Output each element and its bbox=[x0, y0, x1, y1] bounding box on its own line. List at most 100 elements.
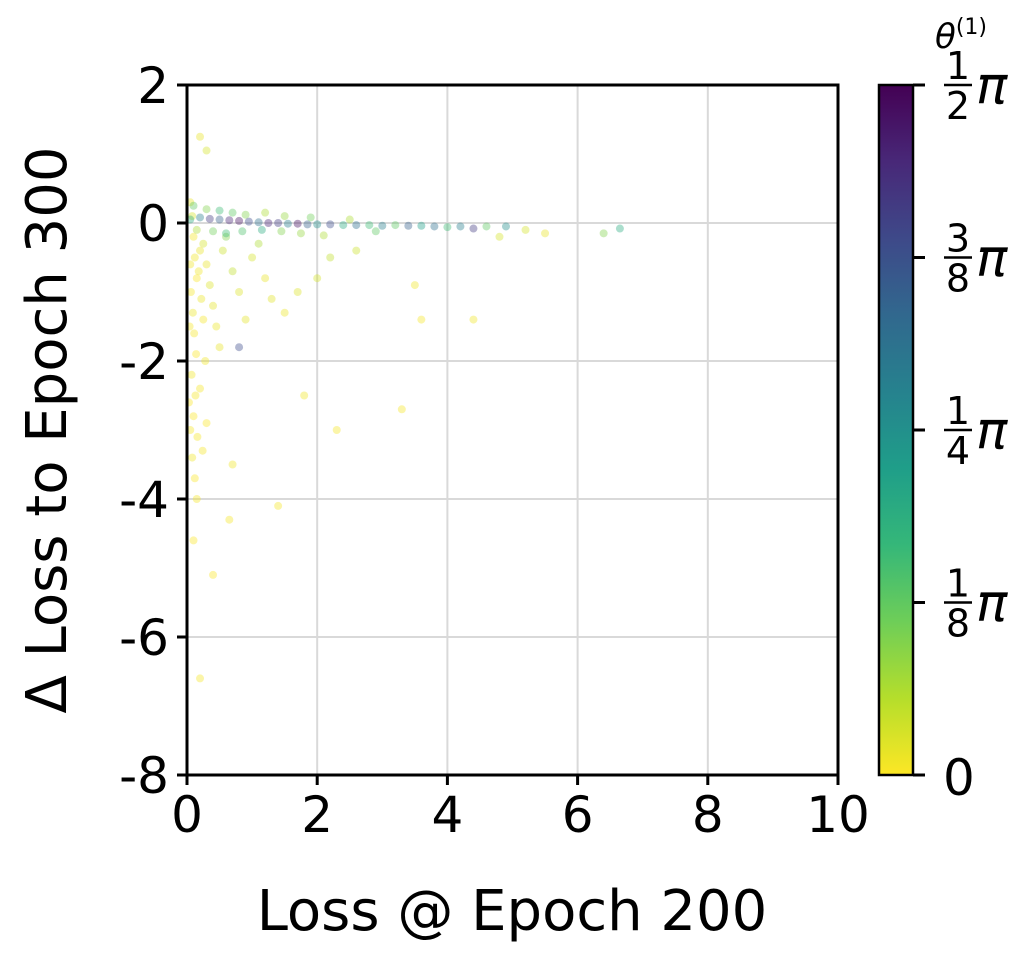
colorbar-tick-numerator: 1 bbox=[946, 562, 970, 606]
scatter-point bbox=[615, 224, 624, 233]
colorbar-tick-numerator: 1 bbox=[946, 44, 970, 88]
plot-frame bbox=[185, 83, 840, 777]
y-tick-label: 0 bbox=[137, 195, 169, 253]
scatter-point bbox=[293, 288, 302, 296]
scatter-point bbox=[191, 391, 200, 400]
colorbar-gradient bbox=[877, 83, 915, 777]
scatter-point bbox=[417, 315, 426, 324]
colorbar-tick-pi-symbol: π bbox=[976, 574, 1008, 634]
y-tick-label: 2 bbox=[137, 57, 169, 115]
scatter-point bbox=[202, 146, 211, 155]
scatter-point bbox=[326, 220, 335, 229]
colorbar-tick-denominator: 8 bbox=[946, 602, 970, 646]
scatter-point bbox=[222, 232, 231, 241]
scatter-point bbox=[319, 231, 328, 240]
scatter-point bbox=[264, 219, 273, 227]
scatter-point bbox=[190, 329, 199, 338]
scatter-point bbox=[267, 294, 276, 303]
scatter-point bbox=[280, 212, 289, 221]
scatter-point bbox=[225, 216, 234, 225]
scatter-point bbox=[521, 225, 530, 234]
scatter-point bbox=[209, 570, 218, 579]
y-tick-label: -8 bbox=[119, 747, 169, 805]
scatter-point bbox=[228, 208, 237, 217]
scatter-point bbox=[397, 405, 406, 414]
scatter-point bbox=[241, 210, 250, 219]
scatter-point bbox=[209, 227, 218, 236]
colorbar-tick-pi-symbol: π bbox=[976, 229, 1008, 289]
scatter-point bbox=[193, 432, 202, 441]
colorbar-ticks: 018 π14 π38 π12 π bbox=[913, 44, 1008, 807]
scatter-point bbox=[235, 288, 244, 296]
scatter-point bbox=[190, 253, 199, 262]
y-tick-label: -2 bbox=[119, 333, 169, 391]
colorbar-title: θ(1) bbox=[935, 15, 987, 57]
scatter-point bbox=[215, 206, 224, 215]
scatter-point bbox=[196, 674, 205, 683]
colorbar-tick-pi-symbol: π bbox=[976, 401, 1008, 461]
scatter-point bbox=[443, 223, 452, 232]
scatter-point bbox=[199, 315, 208, 324]
scatter-point bbox=[187, 370, 196, 379]
scatter-point bbox=[303, 220, 312, 229]
scatter-point bbox=[352, 246, 361, 255]
colorbar-tick-pi-symbol: π bbox=[976, 56, 1008, 116]
scatter-point bbox=[501, 222, 510, 231]
scatter-point bbox=[192, 350, 201, 359]
scatter-point bbox=[196, 246, 205, 255]
axis-ticks: 0 2 4 6 8 10 2 0 -2 -4 -6 -8 bbox=[119, 57, 870, 844]
scatter-point bbox=[215, 343, 224, 352]
scatter-point bbox=[192, 495, 201, 503]
scatter-point bbox=[199, 239, 208, 248]
scatter-point bbox=[365, 221, 374, 230]
scatter-point bbox=[254, 239, 263, 248]
scatter-point bbox=[248, 253, 257, 262]
scatter-point bbox=[194, 267, 203, 276]
scatter-point bbox=[215, 215, 224, 224]
scatter-point bbox=[202, 419, 211, 428]
scatter-point bbox=[261, 208, 270, 217]
y-axis-label: Δ Loss to Epoch 300 bbox=[15, 147, 80, 714]
y-tick-label: -6 bbox=[119, 609, 169, 667]
colorbar-tick-denominator: 8 bbox=[946, 257, 970, 301]
scatter-point bbox=[261, 274, 270, 283]
x-tick-label: 2 bbox=[301, 786, 333, 844]
colorbar-tick-denominator: 2 bbox=[946, 84, 970, 128]
scatter-point bbox=[187, 260, 195, 269]
colorbar-tick-label: 0 bbox=[943, 749, 975, 807]
scatter-point bbox=[378, 221, 387, 230]
scatter-point bbox=[192, 274, 201, 283]
scatter-point bbox=[189, 536, 198, 545]
scatter-point bbox=[188, 212, 197, 221]
x-tick-label: 4 bbox=[431, 786, 463, 844]
x-tick-label: 0 bbox=[171, 786, 203, 844]
colorbar-title-symbol: θ bbox=[935, 17, 956, 57]
scatter-point bbox=[352, 221, 361, 230]
scatter-point bbox=[293, 219, 302, 228]
scatter-point bbox=[198, 446, 207, 455]
grid-lines bbox=[186, 84, 839, 776]
scatter-point bbox=[196, 132, 205, 141]
scatter-point bbox=[228, 267, 237, 276]
scatter-point bbox=[469, 224, 478, 233]
scatter-point bbox=[202, 260, 211, 269]
scatter-point bbox=[209, 301, 218, 310]
scatter-point bbox=[188, 453, 197, 462]
scatter-point bbox=[202, 205, 211, 214]
scatter-point bbox=[599, 229, 608, 238]
scatter-point bbox=[244, 217, 253, 226]
scatter-point bbox=[541, 229, 550, 238]
scatter-point bbox=[283, 219, 292, 228]
scatter-point bbox=[274, 501, 283, 510]
x-tick-label: 8 bbox=[692, 786, 724, 844]
scatter-point bbox=[190, 474, 199, 483]
scatter-point bbox=[306, 213, 315, 222]
scatter-point bbox=[188, 308, 197, 317]
scatter-point bbox=[196, 213, 205, 222]
scatter-point bbox=[196, 384, 205, 393]
colorbar-tick-numerator: 1 bbox=[946, 389, 970, 433]
scatter-point bbox=[300, 391, 309, 400]
scatter-point bbox=[197, 294, 206, 303]
scatter-point bbox=[235, 216, 244, 225]
